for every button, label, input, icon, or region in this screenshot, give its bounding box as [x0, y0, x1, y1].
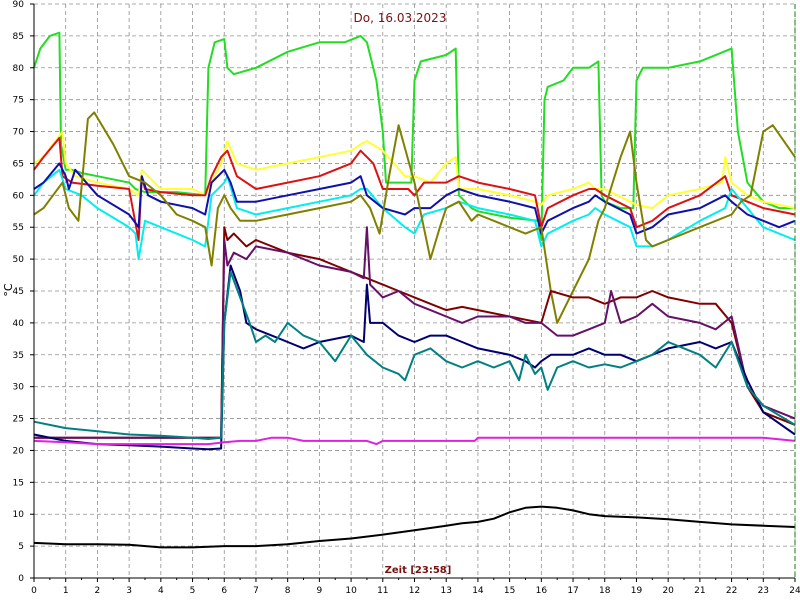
x-axis-label: Zeit [23:58] [385, 565, 452, 576]
x-tick-label: 12 [409, 586, 420, 596]
x-tick-label: 2 [95, 586, 101, 596]
y-tick-label: 40 [13, 319, 25, 329]
y-tick-label: 0 [18, 574, 24, 584]
x-tick-label: 23 [758, 586, 769, 596]
y-tick-label: 45 [13, 287, 24, 297]
x-tick-label: 22 [726, 586, 737, 596]
y-tick-label: 90 [13, 0, 25, 10]
y-tick-label: 5 [18, 542, 24, 552]
x-tick-label: 24 [789, 586, 800, 596]
x-tick-label: 20 [662, 586, 674, 596]
x-tick-label: 1 [63, 586, 69, 596]
x-tick-label: 11 [377, 586, 388, 596]
y-tick-label: 25 [13, 415, 24, 425]
chart-title: Do, 16.03.2023 [354, 11, 447, 25]
x-tick-label: 13 [440, 586, 451, 596]
x-tick-label: 18 [599, 586, 611, 596]
x-tick-label: 7 [253, 586, 259, 596]
x-tick-label: 17 [567, 586, 578, 596]
x-tick-label: 19 [631, 586, 643, 596]
x-tick-label: 5 [190, 586, 196, 596]
series-line-8 [34, 226, 796, 439]
y-tick-label: 85 [13, 32, 24, 42]
y-tick-label: 55 [13, 223, 24, 233]
series-line-12 [33, 505, 796, 549]
x-tick-label: 0 [31, 586, 37, 596]
y-tick-label: 20 [13, 446, 25, 456]
x-tick-label: 10 [345, 586, 357, 596]
series-line-10 [33, 270, 796, 440]
x-tick-label: 21 [694, 586, 705, 596]
x-tick-label: 8 [285, 586, 291, 596]
y-tick-label: 75 [13, 96, 24, 106]
x-tick-label: 6 [221, 586, 227, 596]
y-tick-label: 10 [13, 510, 25, 520]
series-line-11 [33, 436, 796, 446]
y-tick-label: 35 [13, 351, 24, 361]
series-line-2 [33, 130, 796, 210]
axes: 0 1 2 3 4 5 6 7 8 9 10 11 12 13 14 15 16 17 18 19 20 21 22 23 24… [13, 0, 800, 596]
x-tick-label: 3 [126, 586, 132, 596]
y-tick-label: 50 [13, 255, 25, 265]
series-line-5 [33, 162, 796, 235]
x-tick-label: 14 [472, 586, 484, 596]
series-line-6 [33, 111, 796, 324]
y-axis-label: °C [2, 283, 15, 297]
y-tick-label: 30 [13, 383, 25, 393]
x-tick-label: 4 [158, 586, 164, 596]
y-tick-label: 65 [13, 159, 24, 169]
y-tick-label: 15 [13, 478, 24, 488]
series-line-7 [34, 226, 796, 439]
series-line-1 [33, 31, 795, 241]
series-line-4 [33, 168, 796, 261]
series-group [33, 31, 796, 549]
x-tick-label: 9 [317, 586, 323, 596]
x-tick-label: 15 [504, 586, 515, 596]
y-tick-label: 60 [13, 191, 25, 201]
y-tick-label: 70 [13, 128, 25, 138]
y-tick-label: 80 [13, 64, 25, 74]
x-tick-label: 16 [536, 586, 548, 596]
